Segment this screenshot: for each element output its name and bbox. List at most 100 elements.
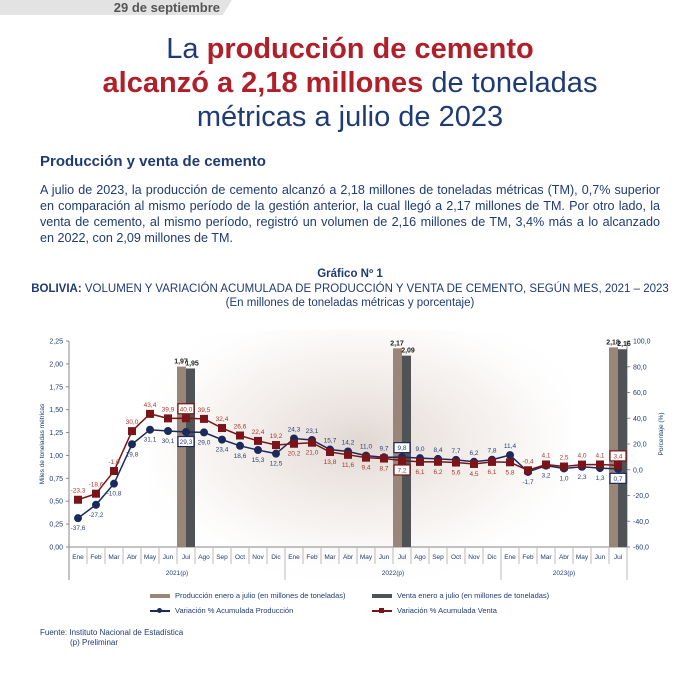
marker-venta — [506, 458, 514, 467]
month-label: May — [576, 554, 589, 561]
y-tick-label: 1,00 — [49, 453, 63, 460]
marker-venta — [434, 457, 442, 466]
month-label: Jul — [614, 554, 623, 561]
subtitle-text: VOLUMEN Y VARIACIÓN ACUMULADA DE PRODUCC… — [81, 283, 669, 295]
marker-produccion — [128, 440, 136, 449]
legend-label: Variación % Acumulada Venta — [397, 606, 497, 615]
marker-venta — [614, 461, 622, 470]
y-tick-label: 2,00 — [49, 361, 63, 368]
marker-produccion — [272, 449, 280, 458]
month-label: Dic — [487, 554, 497, 561]
data-label-venta: -23,3 — [71, 488, 86, 495]
data-label-venta: 26,6 — [234, 424, 247, 431]
marker-venta — [74, 495, 82, 504]
bar-label-venta: 2,16 — [617, 341, 631, 348]
marker-venta — [110, 467, 118, 476]
marker-venta — [92, 489, 100, 498]
data-label-produccion: 11,4 — [504, 443, 517, 450]
data-label-produccion: 15,7 — [324, 438, 337, 445]
marker-produccion — [200, 428, 208, 437]
month-label: Oct — [451, 554, 461, 561]
value-box — [177, 403, 195, 415]
bar-label-produccion: 2,17 — [390, 340, 404, 347]
title-part: métricas a julio de 2023 — [196, 101, 504, 133]
data-label-venta: 39,9 — [162, 406, 175, 413]
marker-venta — [344, 450, 352, 459]
data-label-produccion: 9,8 — [397, 445, 406, 452]
month-label: Abr — [127, 554, 138, 561]
legend-venta-bar: Venta enero a julio (en millones de tone… — [372, 591, 549, 600]
section-paragraph: A julio de 2023, la producción de cement… — [40, 183, 660, 245]
legend-line — [150, 607, 170, 613]
date-banner: 29 de septiembre — [0, 0, 232, 15]
legend-line — [372, 607, 392, 613]
month-label: Jun — [163, 554, 174, 561]
marker-produccion — [218, 435, 226, 444]
month-label: Jul — [398, 554, 407, 561]
data-label-produccion: 14,2 — [342, 439, 355, 446]
chart-svg: 0,00 0,25 0,50 0,75 1,00 1,25 1,50 1,75 2,00 2,25… — [39, 330, 665, 580]
data-label-produccion: 7,7 — [451, 448, 460, 455]
marker-venta — [290, 439, 298, 448]
y-tick-label: 2,25 — [49, 339, 63, 346]
background-photo — [150, 330, 570, 580]
y2-tick-label: -40,0 — [633, 519, 649, 526]
data-label-venta: 39,5 — [198, 407, 211, 414]
y2-tick-label: 20,0 — [633, 442, 647, 449]
bar-label-produccion: 2,18 — [606, 339, 620, 346]
y2-tick-label: 0,0 — [633, 467, 643, 474]
marker-venta — [308, 438, 316, 447]
marker-venta — [452, 458, 460, 467]
marker-venta — [218, 424, 226, 433]
bar-produccion — [177, 366, 186, 547]
month-label: Ene — [504, 554, 516, 561]
month-label: Feb — [522, 554, 534, 561]
data-label-venta: 21,0 — [306, 450, 319, 457]
data-label-venta: -18,6 — [89, 482, 104, 489]
y-tick-label: 1,75 — [49, 384, 63, 391]
marker-venta — [272, 441, 280, 450]
legend-label: Producción enero a julio (en millones de… — [175, 591, 346, 600]
value-box — [393, 464, 411, 476]
marker-venta — [380, 454, 388, 463]
month-label: Jun — [379, 554, 390, 561]
month-label: Feb — [306, 554, 318, 561]
bar-label-venta: 2,09 — [401, 348, 415, 355]
data-label-produccion: -27,2 — [89, 512, 104, 519]
month-label: May — [144, 554, 157, 561]
marker-venta — [488, 457, 496, 466]
data-label-venta: 9,4 — [361, 465, 370, 472]
y-axis-title: Miles de toneladas métricas — [39, 403, 46, 484]
month-label: Mar — [108, 554, 120, 561]
marker-produccion — [74, 514, 82, 523]
data-label-venta: 22,4 — [252, 429, 265, 436]
legend-swatch — [372, 593, 392, 598]
y2-tick-label: 100,0 — [633, 339, 651, 346]
marker-venta — [470, 459, 478, 468]
data-label-venta: 6,1 — [415, 469, 424, 476]
data-label-produccion: 15,3 — [252, 457, 265, 464]
month-label: Jul — [182, 554, 191, 561]
data-label-produccion: 9,7 — [379, 445, 388, 452]
data-label-produccion: 6,2 — [469, 450, 478, 457]
data-label-produccion: 30,1 — [162, 438, 175, 445]
bar-venta — [618, 349, 627, 547]
data-label-produccion: 2,3 — [577, 474, 586, 481]
marker-venta — [542, 460, 550, 469]
data-label-venta: 32,4 — [216, 416, 229, 423]
marker-venta — [326, 447, 334, 456]
chart-subtitle: BOLIVIA: VOLUMEN Y VARIACIÓN ACUMULADA D… — [0, 283, 700, 295]
data-label-venta: 43,4 — [144, 402, 157, 409]
data-label-venta: 4,1 — [595, 452, 604, 459]
y-tick-label: 0,25 — [49, 522, 63, 529]
data-label-venta: -0,4 — [522, 458, 534, 465]
chart-units: (En millones de toneladas métricas y por… — [225, 297, 475, 309]
month-label: Ene — [288, 554, 300, 561]
month-label: Mar — [540, 554, 552, 561]
y2-tick-label: -20,0 — [633, 493, 649, 500]
source-note: Fuente: Instituto Nacional de Estadístic… — [40, 628, 184, 637]
data-label-venta: 19,2 — [270, 433, 283, 440]
marker-produccion — [164, 426, 172, 435]
data-label-venta: 40,0 — [180, 406, 193, 413]
data-label-produccion: 19,8 — [126, 451, 139, 458]
